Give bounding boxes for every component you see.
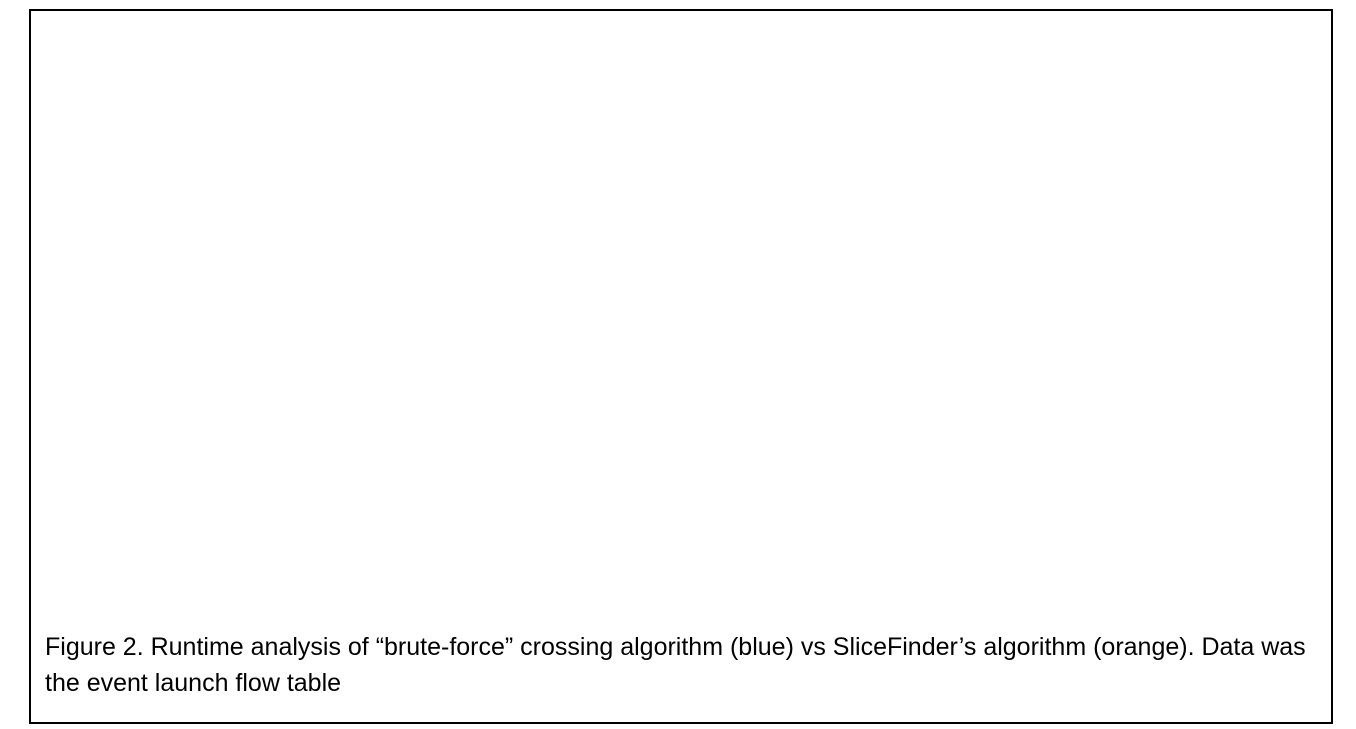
figure-frame: Figure 2. Runtime analysis of “brute-for… (29, 9, 1333, 724)
figure-caption: Figure 2. Runtime analysis of “brute-for… (45, 633, 1306, 697)
figure-image-area (31, 11, 1331, 621)
